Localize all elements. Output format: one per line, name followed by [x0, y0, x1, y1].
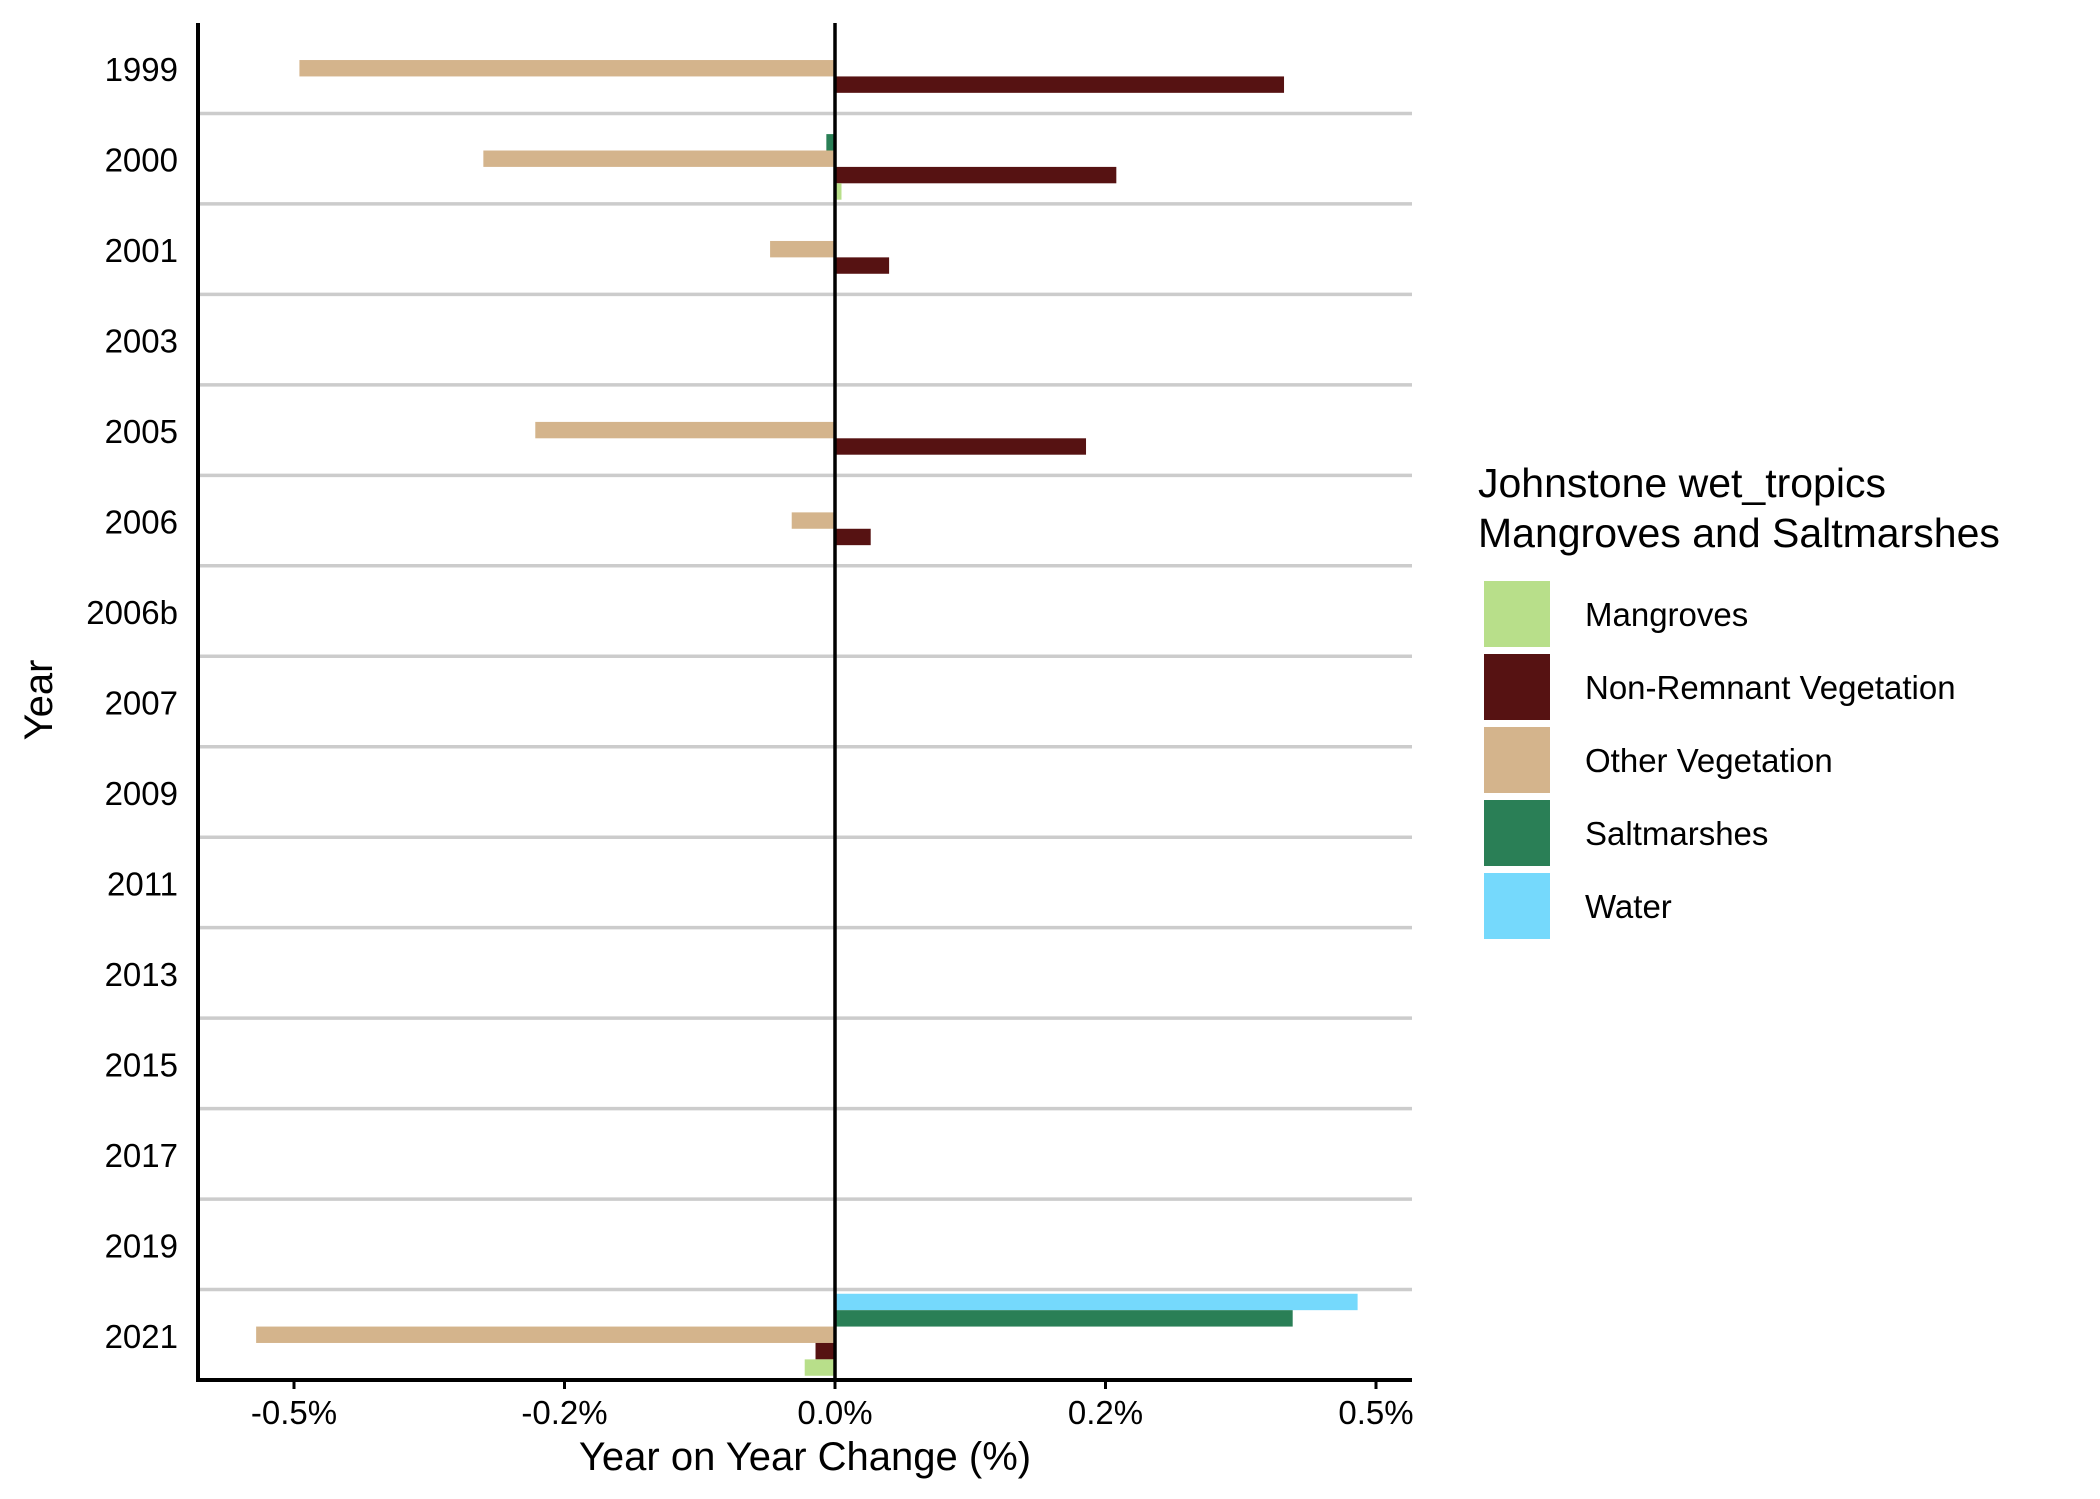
x-tick-label: -0.5%	[251, 1394, 337, 1431]
bar-saltmarshes-2000	[826, 134, 835, 151]
bar-non-remnant-vegetation-2005	[835, 438, 1087, 455]
y-tick-labels: 1999 2000 2001 2003 2005 2006 2006b 2007 2009 201…	[86, 51, 178, 1355]
legend: Johnstone wet_tropics Mangroves and Salt…	[1478, 460, 2000, 941]
y-axis-title: Year	[17, 660, 61, 741]
bar-other-vegetation-2000	[483, 150, 835, 167]
bar-mangroves-2000	[835, 183, 842, 200]
axes	[196, 23, 1412, 1382]
x-axis-title: Year on Year Change (%)	[579, 1435, 1031, 1479]
y-tick-label: 2021	[105, 1318, 178, 1355]
legend-swatch	[1482, 579, 1552, 649]
legend-label: Other Vegetation	[1585, 742, 1833, 779]
bar-non-remnant-vegetation-2021	[815, 1342, 835, 1360]
y-tick-label: 2015	[105, 1046, 178, 1083]
y-tick-label: 2009	[105, 775, 178, 812]
bar-non-remnant-vegetation-2001	[835, 257, 890, 274]
bar-other-vegetation-2021	[256, 1326, 835, 1343]
y-tick-label: 2000	[105, 142, 178, 179]
legend-swatch	[1482, 871, 1552, 941]
y-tick-label: 2001	[105, 232, 178, 269]
y-tick-label: 2006b	[86, 594, 178, 631]
legend-label: Saltmarshes	[1585, 815, 1768, 852]
bar-saltmarshes-2021	[835, 1310, 1293, 1327]
y-tick-label: 2017	[105, 1137, 178, 1174]
gridlines	[200, 111, 1412, 1292]
bar-other-vegetation-2001	[770, 240, 835, 258]
legend-label: Non-Remnant Vegetation	[1585, 669, 1956, 706]
legend-swatch	[1482, 652, 1552, 722]
y-tick-label: 2006	[105, 504, 178, 541]
y-tick-label: 2005	[105, 413, 178, 450]
bar-non-remnant-vegetation-2000	[835, 166, 1117, 184]
y-tick-label: 1999	[105, 51, 178, 88]
legend-swatch	[1482, 725, 1552, 795]
bar-non-remnant-vegetation-2006	[835, 528, 871, 546]
y-tick-label: 2013	[105, 956, 178, 993]
bar-water-2021	[835, 1293, 1358, 1311]
y-tick-label: 2011	[107, 865, 178, 902]
y-tick-label: 2019	[105, 1227, 178, 1264]
bar-non-remnant-vegetation-1999	[835, 76, 1285, 93]
x-tick-label: 0.5%	[1338, 1394, 1413, 1431]
y-tick-label: 2007	[105, 685, 178, 722]
bar-other-vegetation-1999	[299, 60, 835, 77]
bar-mangroves-2021	[804, 1359, 835, 1376]
bars	[256, 60, 1358, 1376]
bar-other-vegetation-2006	[791, 512, 835, 529]
x-tick-label: -0.2%	[521, 1394, 607, 1431]
legend-label: Water	[1585, 888, 1672, 925]
x-tick-label: 0.2%	[1068, 1394, 1143, 1431]
legend-label: Mangroves	[1585, 596, 1748, 633]
legend-title-line-2: Mangroves and Saltmarshes	[1478, 510, 2000, 556]
bar-other-vegetation-2005	[535, 421, 835, 439]
y-tick-label: 2003	[105, 323, 178, 360]
x-tick-labels: -0.5% -0.2% 0.0% 0.2% 0.5%	[251, 1380, 1414, 1431]
legend-title-line-1: Johnstone wet_tropics	[1478, 460, 1886, 506]
legend-items: Mangroves Non-Remnant Vegetation Other Veg…	[1482, 579, 1956, 941]
legend-swatch	[1482, 798, 1552, 868]
x-tick-label: 0.0%	[797, 1394, 872, 1431]
